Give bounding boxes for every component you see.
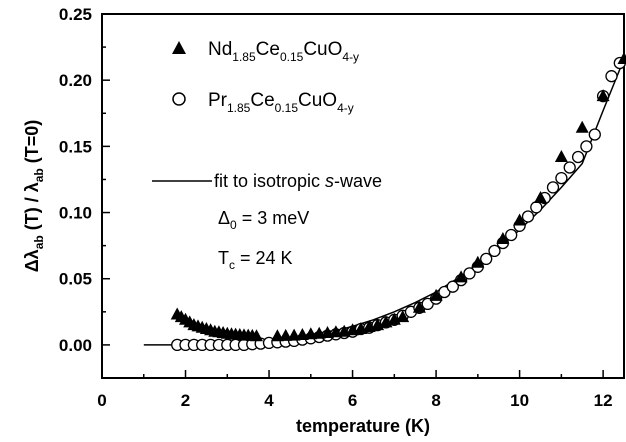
legend-marker-pr-circle (172, 92, 186, 106)
legend-nd-s2: 0.15 (280, 50, 304, 64)
legend-nd-b: Ce (256, 39, 280, 60)
data-point-pr (488, 244, 501, 258)
data-point-nd (554, 150, 568, 162)
y-tick-label: 0.00 (59, 336, 92, 355)
data-point-pr (480, 252, 493, 266)
y-axis-label-sub1: ab (32, 235, 46, 249)
data-point-nd (454, 270, 468, 283)
data-point-nd (279, 328, 293, 341)
legend-fit-post: -wave (334, 171, 382, 191)
data-points-layer (170, 52, 626, 352)
data-point-nd (471, 255, 485, 268)
x-tick-label: 12 (594, 391, 613, 410)
y-axis-label: Δλab (T) / λab (T=0) (22, 120, 46, 273)
y-tick-label: 0.20 (59, 71, 92, 90)
data-point-nd (617, 52, 626, 64)
annotation-tc: Tc = 24 K (218, 248, 293, 272)
data-point-nd (429, 288, 443, 301)
data-point-nd (513, 213, 527, 226)
annotation-tc-rest: = 24 K (235, 248, 293, 268)
annotation-tc-sym: T (218, 248, 229, 268)
y-tick-label: 0.05 (59, 270, 92, 289)
legend-pr-c: CuO (298, 90, 337, 111)
x-tick-label: 8 (431, 391, 440, 410)
y-tick-label: 0.10 (59, 204, 92, 223)
x-tick-label: 4 (264, 391, 274, 410)
legend-pr-b: Ce (250, 90, 274, 111)
x-tick-label: 6 (348, 391, 357, 410)
data-point-nd (596, 89, 610, 102)
y-axis-label-mid: (T) / λ (22, 182, 42, 235)
data-point-pr (588, 128, 601, 141)
legend-label-fit: fit to isotropic s-wave (214, 171, 382, 191)
y-tick-label: 0.15 (59, 137, 92, 156)
data-point-pr (505, 228, 518, 242)
annotation-tc-sub: c (229, 258, 235, 272)
legend-pr-a: Pr (208, 90, 228, 111)
data-point-nd (250, 329, 263, 342)
annotation-delta: Δ0 = 3 meV (218, 208, 309, 232)
data-point-pr (546, 181, 560, 194)
legend-marker-nd-triangle (172, 41, 186, 54)
data-point-nd (496, 232, 510, 244)
data-point-pr (463, 267, 476, 280)
x-tick-label: 2 (181, 391, 190, 410)
annotation-delta-sub: 0 (230, 218, 237, 232)
legend: Nd1.85Ce0.15CuO4-y Pr1.85Ce0.15CuO4-y fi… (152, 39, 382, 191)
legend-pr-s2: 0.15 (275, 101, 299, 115)
x-axis-label: temperature (K) (296, 416, 430, 436)
data-point-nd (412, 300, 426, 313)
legend-nd-a: Nd (208, 39, 232, 60)
data-point-nd (534, 191, 547, 203)
annotation-delta-rest: = 3 meV (237, 208, 310, 228)
y-tick-label: 0.25 (59, 5, 92, 24)
data-point-pr (530, 201, 543, 214)
legend-fit-pre: fit to isotropic (214, 171, 325, 191)
legend-pr-s1: 1.85 (227, 101, 251, 115)
legend-label-nd: Nd1.85Ce0.15CuO4-y (208, 39, 359, 64)
data-point-pr (571, 150, 585, 164)
annotation-delta-sym: Δ (218, 208, 230, 228)
y-axis-label-suffix: (T=0) (22, 120, 42, 169)
y-axis-label-sub2: ab (32, 168, 46, 182)
legend-fit-it: s (325, 171, 334, 191)
x-tick-label: 0 (97, 391, 106, 410)
legend-nd-c: CuO (303, 39, 342, 60)
data-point-pr (605, 70, 618, 83)
x-tick-label: 10 (510, 391, 529, 410)
data-point-nd (396, 310, 410, 323)
plot-frame (101, 13, 625, 379)
data-point-pr (446, 280, 459, 293)
legend-nd-s3: 4-y (342, 50, 359, 64)
y-axis-label-prefix: Δλ (22, 249, 42, 272)
data-point-pr (555, 171, 568, 185)
data-point-nd (575, 120, 589, 133)
data-point-pr (580, 140, 593, 153)
ticks-layer: 0 2 4 6 8 10 12 0.00 0.05 0.10 0.15 0.20 0.25 (59, 5, 613, 410)
data-point-pr (563, 161, 576, 174)
legend-label-pr: Pr1.85Ce0.15CuO4-y (208, 90, 354, 115)
data-point-pr (521, 210, 535, 223)
legend-nd-s1: 1.85 (232, 50, 256, 64)
legend-pr-s3: 4-y (337, 101, 354, 115)
